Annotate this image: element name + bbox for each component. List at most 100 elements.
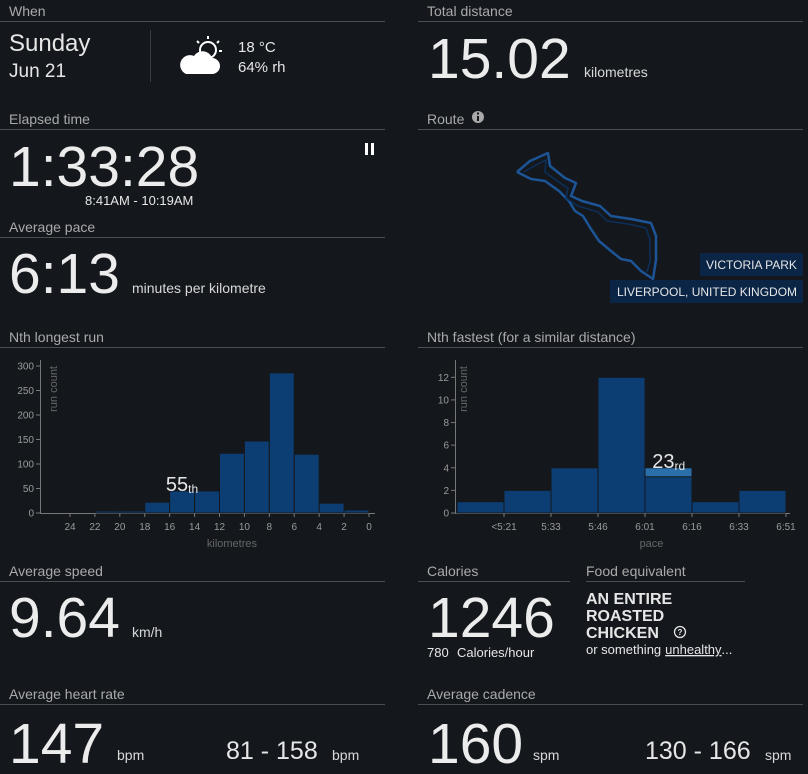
rank-suffix: rd xyxy=(675,459,686,473)
route-path xyxy=(523,158,651,273)
y-tick-label: 0 xyxy=(28,509,34,520)
pace-unit: minutes per kilometre xyxy=(132,280,266,296)
x-tick-label: 10 xyxy=(239,522,251,533)
pause-button[interactable] xyxy=(365,143,374,155)
x-tick-label: 14 xyxy=(189,522,201,533)
x-axis-label: pace xyxy=(640,538,664,550)
bar xyxy=(243,440,270,514)
bar xyxy=(94,510,121,514)
section-label: Total distance xyxy=(427,3,513,19)
calories-value: 1246 xyxy=(428,586,555,650)
heart-rate-value: 147 xyxy=(9,712,104,774)
y-tick-label: 50 xyxy=(23,484,35,495)
x-tick-label: 16 xyxy=(164,522,176,533)
food-link[interactable]: unhealthy xyxy=(665,642,722,657)
svg-text:?: ? xyxy=(678,628,683,637)
section-label: Average speed xyxy=(9,563,103,579)
section-label: Calories xyxy=(427,563,478,579)
x-tick-label: 4 xyxy=(316,522,322,533)
bar xyxy=(691,501,740,514)
elapsed-value: 1:33:28 xyxy=(9,135,199,199)
temperature: 18 °C xyxy=(238,39,276,56)
location: LIVERPOOL, UNITED KINGDOM xyxy=(617,285,797,299)
x-tick-label: 24 xyxy=(64,522,76,533)
x-tick-label: 18 xyxy=(139,522,151,533)
rank: 23 xyxy=(652,451,674,473)
pace-value: 6:13 xyxy=(9,242,120,306)
speed-unit: km/h xyxy=(132,624,162,640)
info-icon[interactable] xyxy=(472,111,484,123)
x-tick-label: 6 xyxy=(291,522,297,533)
y-axis-label: run count xyxy=(458,366,470,412)
place-tag xyxy=(610,280,803,303)
x-axis-label: kilometres xyxy=(207,538,258,550)
heart-rate-range-unit: bpm xyxy=(332,747,359,763)
help-icon[interactable]: ? xyxy=(673,625,687,639)
y-tick-label: 2 xyxy=(443,486,449,497)
bar xyxy=(219,452,245,514)
rank: 55 xyxy=(166,474,188,496)
bar-highlight xyxy=(644,467,693,478)
distance-unit: kilometres xyxy=(584,64,648,80)
y-tick-label: 0 xyxy=(443,509,449,520)
cadence-range-unit: spm xyxy=(765,747,791,763)
bar xyxy=(268,372,295,514)
humidity: 64% rh xyxy=(238,59,286,76)
x-tick-label: 8 xyxy=(267,522,273,533)
y-tick-label: 12 xyxy=(438,373,450,384)
x-tick-label: <5:21 xyxy=(491,522,517,533)
x-tick-label: 6:01 xyxy=(635,522,655,533)
food-note: or something xyxy=(586,642,661,657)
rank-suffix: th xyxy=(188,482,198,496)
y-tick-label: 100 xyxy=(17,460,34,471)
x-tick-label: 5:33 xyxy=(541,522,561,533)
date: Jun 21 xyxy=(9,61,66,82)
weather-icon xyxy=(180,36,222,74)
y-tick-label: 4 xyxy=(443,463,449,474)
food-line: AN ENTIRE xyxy=(586,591,673,608)
bar xyxy=(194,490,220,514)
calorie-rate: 780 xyxy=(427,645,449,660)
food-note: ... xyxy=(722,642,733,657)
x-tick-label: 12 xyxy=(214,522,226,533)
x-tick-label: 0 xyxy=(366,522,372,533)
x-tick-label: 6:33 xyxy=(729,522,749,533)
bar xyxy=(738,489,787,514)
place: VICTORIA PARK xyxy=(706,258,797,272)
bar xyxy=(343,509,370,514)
food-line: CHICKEN xyxy=(586,625,659,642)
heart-rate-unit: bpm xyxy=(117,747,144,763)
section-label: Average cadence xyxy=(427,686,536,702)
section-label: When xyxy=(9,3,46,19)
x-tick-label: 6:16 xyxy=(682,522,702,533)
food-line: ROASTED xyxy=(586,608,664,625)
section-label: Route xyxy=(427,111,465,127)
bar xyxy=(503,489,552,514)
x-tick-label: 5:46 xyxy=(588,522,608,533)
bar xyxy=(550,467,599,514)
y-tick-label: 150 xyxy=(17,435,34,446)
time-range: 8:41AM - 10:19AM xyxy=(85,193,193,208)
bar xyxy=(144,501,171,514)
cadence-unit: spm xyxy=(533,747,559,763)
day: Sunday xyxy=(9,30,90,57)
bar xyxy=(597,376,646,514)
cadence-value: 160 xyxy=(428,712,523,774)
y-tick-label: 6 xyxy=(443,441,449,452)
x-tick-label: 22 xyxy=(89,522,101,533)
y-tick-label: 300 xyxy=(17,362,34,373)
cadence-range: 130 - 166 xyxy=(645,737,751,765)
section-label: Average heart rate xyxy=(9,686,125,702)
bar xyxy=(318,502,345,514)
y-tick-label: 200 xyxy=(17,411,34,422)
y-tick-label: 8 xyxy=(443,418,449,429)
y-tick-label: 10 xyxy=(438,395,450,406)
route-path xyxy=(516,151,658,281)
bar xyxy=(293,453,320,514)
y-tick-label: 250 xyxy=(17,386,34,397)
heart-rate-range: 81 - 158 xyxy=(226,737,318,765)
y-axis-label: run count xyxy=(48,366,60,412)
section-label: Food equivalent xyxy=(586,563,686,579)
x-tick-label: 2 xyxy=(341,522,347,533)
